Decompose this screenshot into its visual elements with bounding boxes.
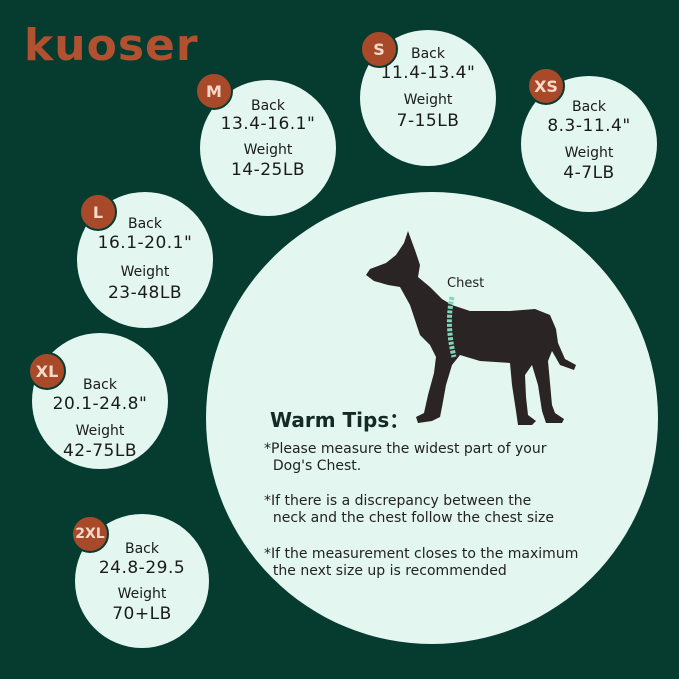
chest-label: Chest — [447, 276, 485, 291]
weight-value: 70+LB — [112, 604, 172, 624]
size-badge-xl: XL — [28, 352, 66, 390]
tip-item: *If there is a discrepancy between the n… — [264, 493, 555, 526]
back-value: 11.4-13.4" — [380, 63, 476, 83]
back-value: 16.1-20.1" — [97, 233, 193, 253]
dog-silhouette-icon — [366, 231, 576, 425]
back-value: 13.4-16.1" — [220, 114, 316, 134]
weight-label: Weight — [403, 92, 453, 108]
weight-value: 42-75LB — [62, 441, 138, 461]
tip-item: *Please measure the widest part of your … — [264, 441, 547, 474]
weight-value: 4-7LB — [563, 163, 615, 183]
tip-item: *If the measurement closes to the maximu… — [264, 546, 579, 579]
weight-label: Weight — [75, 423, 125, 439]
weight-label: Weight — [564, 145, 614, 161]
size-badge-xs: XS — [527, 67, 565, 105]
back-label: Back — [411, 46, 445, 62]
back-value: 8.3-11.4" — [547, 116, 631, 136]
back-label: Back — [83, 377, 117, 393]
back-value: 24.8-29.5 — [98, 558, 186, 578]
weight-label: Weight — [117, 586, 167, 602]
weight-value: 7-15LB — [396, 111, 460, 131]
warm-tips-title: Warm Tips： — [270, 408, 410, 432]
weight-label: Weight — [120, 264, 170, 280]
back-value: 20.1-24.8" — [52, 394, 148, 414]
weight-label: Weight — [243, 142, 293, 158]
weight-value: 14-25LB — [230, 160, 306, 180]
back-label: Back — [125, 541, 159, 557]
back-label: Back — [572, 99, 606, 115]
size-badge-s: S — [360, 30, 398, 68]
back-label: Back — [251, 98, 285, 114]
size-badge-2xl: 2XL — [71, 515, 109, 553]
weight-value: 23-48LB — [107, 283, 183, 303]
size-badge-l: L — [79, 193, 117, 231]
brand-logo: kuoser — [24, 20, 199, 71]
back-label: Back — [128, 216, 162, 232]
size-badge-m: M — [195, 72, 233, 110]
